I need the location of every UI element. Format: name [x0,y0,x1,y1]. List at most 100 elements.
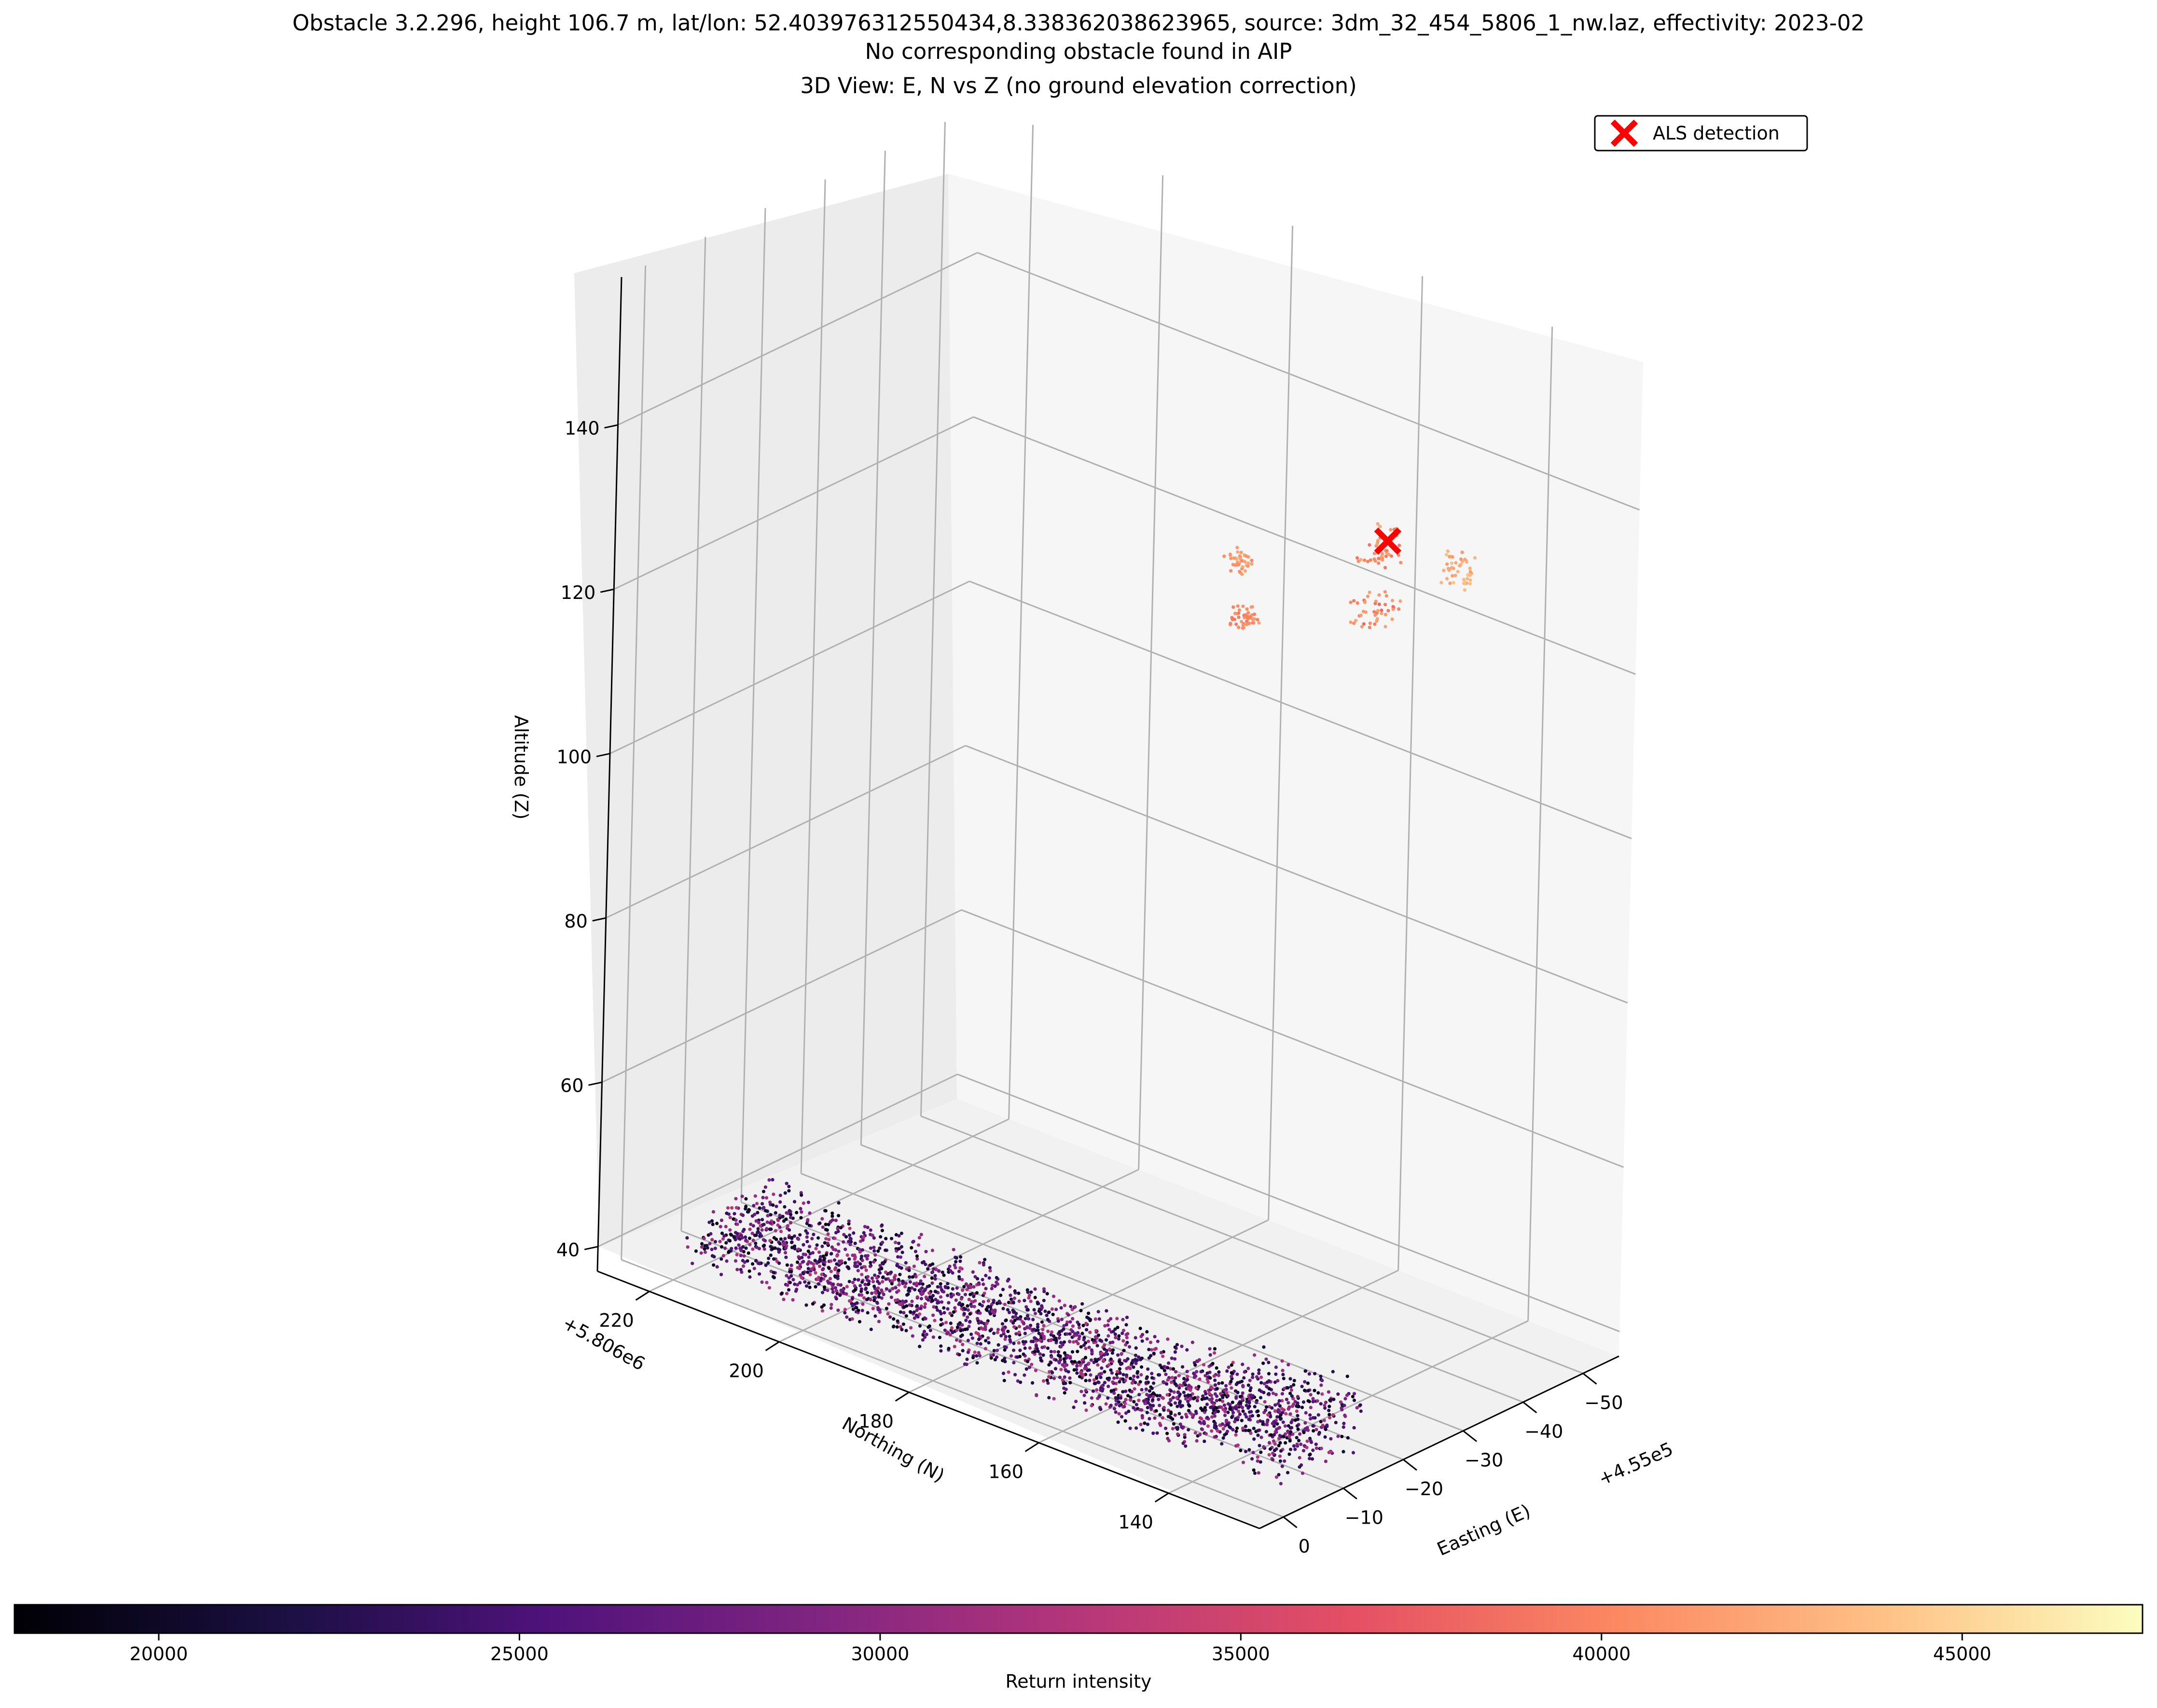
scatter-point [1323,1435,1327,1439]
scatter-point [1229,569,1233,573]
scatter-point [1063,1375,1066,1379]
scatter-point [1355,601,1359,605]
scatter-point [1062,1340,1066,1344]
scatter-point [1162,1369,1167,1373]
scatter-point [939,1295,943,1299]
scatter-point [1341,1425,1345,1429]
scatter-point [703,1247,706,1251]
scatter-point [1032,1328,1036,1332]
scatter-point [1209,1393,1213,1398]
scatter-point [1272,1439,1275,1443]
scatter-point [1213,1414,1217,1418]
scatter-point [871,1234,874,1237]
scatter-point [798,1281,802,1285]
scatter-point [899,1255,902,1259]
scatter-point [1003,1348,1007,1352]
scatter-point [904,1329,908,1333]
scatter-point [754,1219,758,1223]
scatter-point [957,1353,961,1357]
scatter-point [758,1206,761,1210]
scatter-point [871,1279,875,1284]
scatter-point [1214,1434,1218,1439]
scatter-point [694,1249,698,1253]
scatter-point [1267,1372,1271,1375]
scatter-point [1255,1375,1259,1379]
scatter-point [743,1260,747,1264]
scatter-point [897,1234,901,1238]
scatter-point [811,1251,815,1255]
scatter-point [771,1178,774,1181]
scatter-point [1031,1318,1035,1321]
scatter-point [1311,1416,1315,1420]
scatter-point [1283,1459,1286,1463]
scatter-point [1136,1375,1140,1379]
scatter-point [1083,1401,1087,1405]
scatter-point [959,1255,963,1259]
scatter-point [1070,1360,1074,1363]
scatter-point [843,1248,847,1251]
scatter-point [904,1281,908,1285]
scatter-point [907,1287,911,1291]
scatter-point [1385,549,1389,553]
scatter-point [849,1299,853,1303]
scatter-point [1231,1411,1235,1415]
scatter-point [1052,1350,1056,1354]
scatter-point [901,1299,905,1303]
title-line-1: Obstacle 3.2.296, height 106.7 m, lat/lo… [292,10,1865,36]
scatter-point [1146,1367,1150,1371]
scatter-point [898,1273,902,1277]
scatter-point [973,1350,977,1354]
scatter-point [1082,1393,1086,1397]
scatter-point [1017,1331,1021,1334]
scatter-point [1182,1377,1186,1381]
scatter-point [1249,1393,1253,1397]
scatter-point [1215,1406,1218,1410]
scatter-point [897,1278,900,1281]
scatter-point [1267,1361,1271,1364]
scatter-point [857,1248,861,1251]
scatter-point [1235,546,1239,550]
scatter-point [1362,622,1366,626]
scatter-point [1096,1380,1100,1384]
scatter-point [1192,1372,1196,1375]
scatter-point [957,1269,961,1273]
scatter-point [983,1325,987,1329]
scatter-point [1087,1361,1091,1365]
scatter-point [834,1219,838,1222]
scatter-point [1246,564,1250,568]
scatter-point [1274,1372,1278,1376]
scatter-point [869,1261,872,1264]
scatter-point [1296,1414,1300,1417]
colorbar-gradient [14,1604,2143,1634]
scatter-point [1256,1459,1259,1463]
scatter-point [1240,620,1244,624]
scatter-point [1097,1317,1101,1321]
pane-left [574,174,957,1247]
scatter-point [1037,1332,1041,1335]
scatter-point [953,1306,957,1310]
grid-line-floor-e [681,1230,1344,1489]
scatter-point [978,1334,982,1338]
scatter-point [1158,1413,1162,1416]
scatter-point [725,1211,729,1215]
scatter-point [1047,1396,1051,1400]
scatter-point [1193,1431,1197,1435]
scatter-point [1352,599,1356,603]
scatter-point [860,1254,864,1258]
scatter-point [1339,1400,1343,1404]
scatter-point [1062,1386,1066,1390]
scatter-point [843,1311,847,1315]
scatter-point [975,1354,979,1358]
scatter-point [844,1292,848,1296]
scatter-point [1068,1320,1072,1324]
scatter-point [1001,1288,1005,1291]
scatter-point [1125,1335,1129,1340]
scatter-point [1175,1404,1179,1408]
scatter-point [960,1323,964,1327]
scatter-point [1309,1440,1314,1444]
grid-line-side-z [957,1073,1620,1333]
scatter-point [1283,1387,1286,1390]
scatter-point [1241,626,1244,630]
scatter-point [1079,1389,1083,1393]
scatter-point [1134,1336,1137,1340]
